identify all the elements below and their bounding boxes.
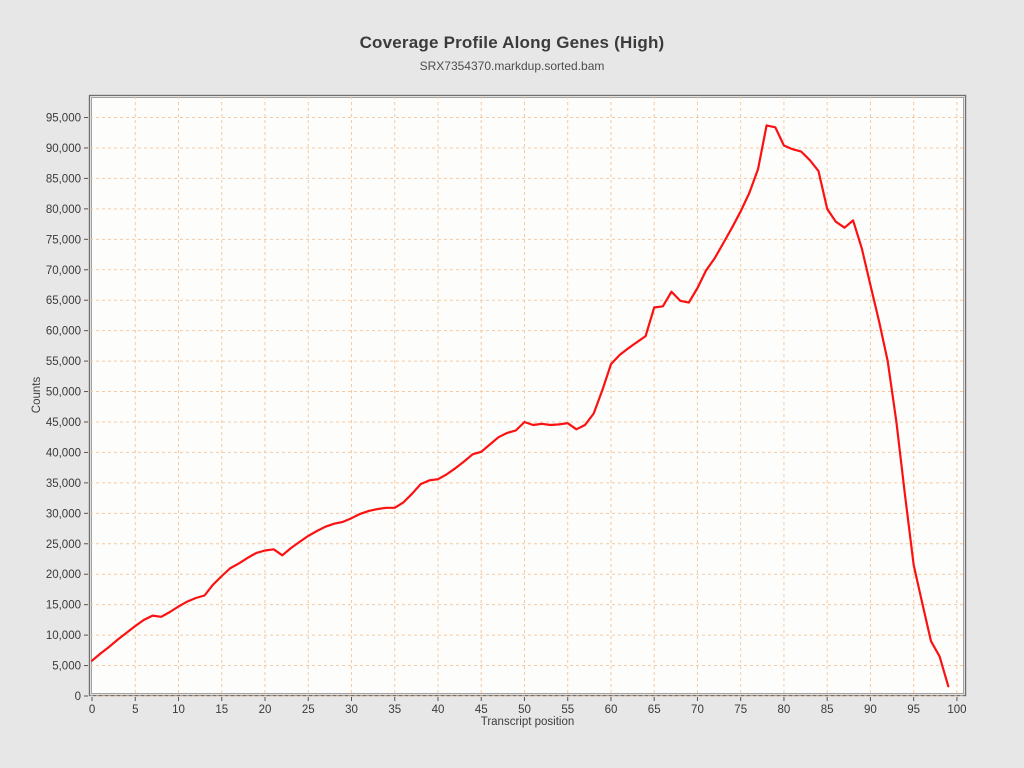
x-tick-label: 20 xyxy=(259,704,272,716)
y-axis-label: Counts xyxy=(31,376,43,414)
x-tick-label: 90 xyxy=(864,704,877,716)
y-tick-label: 70,000 xyxy=(46,265,81,277)
chart-subtitle: SRX7354370.markdup.sorted.bam xyxy=(419,59,605,73)
x-tick-label: 80 xyxy=(778,704,791,716)
y-tick-label: 95,000 xyxy=(46,113,81,125)
x-tick-label: 5 xyxy=(132,704,138,716)
x-tick-label: 70 xyxy=(691,704,704,716)
y-tick-label: 65,000 xyxy=(46,295,81,307)
x-tick-label: 10 xyxy=(172,704,185,716)
y-tick-label: 0 xyxy=(75,691,81,703)
y-tick-label: 60,000 xyxy=(46,326,81,338)
coverage-line xyxy=(90,124,950,688)
x-tick-label: 0 xyxy=(89,704,95,716)
y-tick-label: 75,000 xyxy=(46,234,81,246)
y-tick-label: 50,000 xyxy=(46,387,81,399)
x-tick-label: 75 xyxy=(734,704,747,716)
x-tick-label: 15 xyxy=(215,704,228,716)
y-tick-label: 55,000 xyxy=(46,356,81,368)
chart-title: Coverage Profile Along Genes (High) xyxy=(359,33,665,52)
y-tick-label: 40,000 xyxy=(46,447,81,459)
y-tick-label: 30,000 xyxy=(46,508,81,520)
x-tick-label: 55 xyxy=(561,704,574,716)
plot-area xyxy=(89,95,966,696)
y-tick-label: 35,000 xyxy=(46,478,81,490)
y-tick-label: 5,000 xyxy=(52,661,81,673)
y-tick-label: 10,000 xyxy=(46,630,81,642)
x-tick-label: 100 xyxy=(947,704,966,716)
x-tick-label: 40 xyxy=(432,704,445,716)
x-tick-label: 60 xyxy=(605,704,618,716)
x-axis-label: Transcript position xyxy=(480,716,575,728)
y-tick-label: 80,000 xyxy=(46,204,81,216)
x-tick-label: 45 xyxy=(475,704,488,716)
y-tick-label: 45,000 xyxy=(46,417,81,429)
y-tick-label: 25,000 xyxy=(46,539,81,551)
y-tick-label: 85,000 xyxy=(46,173,81,185)
y-tick-label: 15,000 xyxy=(46,600,81,612)
x-tick-label: 50 xyxy=(518,704,531,716)
plot-frame-inner xyxy=(91,97,964,694)
y-tick-label: 20,000 xyxy=(46,569,81,581)
plot-frame xyxy=(88,94,967,697)
x-tick-label: 35 xyxy=(388,704,401,716)
x-tick-label: 30 xyxy=(345,704,358,716)
x-tick-label: 95 xyxy=(907,704,920,716)
x-tick-label: 65 xyxy=(648,704,661,716)
x-tick-label: 85 xyxy=(821,704,834,716)
y-tick-label: 90,000 xyxy=(46,143,81,155)
x-tick-label: 25 xyxy=(302,704,315,716)
